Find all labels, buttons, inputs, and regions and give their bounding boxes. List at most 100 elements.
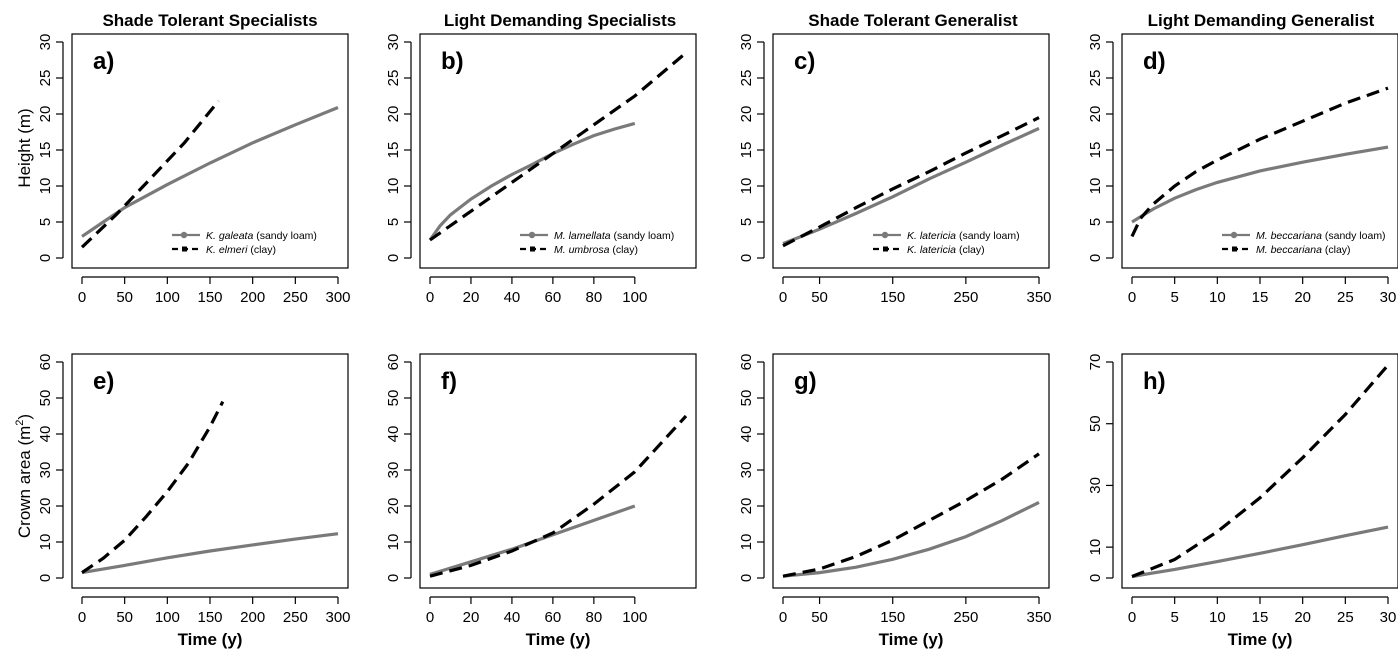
x-tick-label: 350 xyxy=(1026,609,1051,626)
legend-marker-clay xyxy=(182,246,187,252)
y-tick-label: 10 xyxy=(738,178,755,195)
y-tick-label: 10 xyxy=(37,534,54,551)
series-line-clay xyxy=(429,414,688,578)
legend-entry-label: K. latericia (sandy loam) xyxy=(907,230,1020,242)
x-tick-label: 20 xyxy=(1294,609,1311,626)
y-tick-label: 0 xyxy=(37,574,54,582)
x-axis: 0 50 150 250 350 xyxy=(779,596,1052,626)
x-axis: 0 20 40 60 80 100 xyxy=(426,596,647,626)
panel-d: 0 5 10 15 20 25 30 0 5 10 15 20 25 30 d) M. beccariana … xyxy=(1087,33,1398,306)
x-tick-label: 0 xyxy=(426,609,434,626)
y-axis: 0 5 10 15 20 25 30 xyxy=(1087,34,1114,262)
y-axis: 0 10 20 30 40 50 60 xyxy=(385,354,412,582)
legend-species-name: M. beccariana xyxy=(1256,230,1322,242)
y-tick-label: 0 xyxy=(385,254,402,262)
y-tick-label: 25 xyxy=(385,70,402,87)
x-tick-label: 0 xyxy=(78,609,86,626)
y-tick-label: 10 xyxy=(1087,178,1104,195)
x-tick-label: 250 xyxy=(953,609,978,626)
x-tick-label: 0 xyxy=(779,289,787,306)
legend: M. lamellata (sandy loam)M. umbrosa (cla… xyxy=(520,230,674,256)
y-tick-label: 50 xyxy=(738,390,755,407)
plot-frame xyxy=(1121,353,1398,589)
series-line-sandy-loam xyxy=(429,504,636,576)
series-line-sandy-loam xyxy=(81,106,339,238)
x-tick-label: 80 xyxy=(585,609,602,626)
x-tick-label: 50 xyxy=(116,609,133,626)
series-line-sandy-loam xyxy=(782,500,1040,578)
legend: K. galeata (sandy loam) K. elmeri (clay) xyxy=(172,230,317,256)
y-tick-label: 50 xyxy=(1087,415,1104,432)
series-line-sandy-loam xyxy=(782,126,1040,246)
row1-ylabel: Height (m) xyxy=(15,108,34,187)
plot-frame xyxy=(419,33,697,269)
y-tick-label: 60 xyxy=(385,354,402,371)
y-tick-label: 40 xyxy=(37,426,54,443)
x-tick-label: 250 xyxy=(283,609,308,626)
legend-soil-type: (sandy loam) xyxy=(956,230,1020,242)
x-tick-label: 150 xyxy=(880,609,905,626)
y-tick-label: 15 xyxy=(385,142,402,159)
y-tick-label: 40 xyxy=(738,426,755,443)
legend-marker-sandy-loam xyxy=(180,231,188,239)
y-tick-label: 10 xyxy=(738,534,755,551)
series-line-sandy-loam xyxy=(1131,145,1389,224)
x-tick-label: 300 xyxy=(325,609,350,626)
column-title-1: Shade Tolerant Specialists xyxy=(102,11,317,30)
y-tick-label: 25 xyxy=(1087,70,1104,87)
x-tick-label: 60 xyxy=(545,609,562,626)
y-tick-label: 5 xyxy=(1087,218,1104,226)
legend-soil-type: (clay) xyxy=(609,244,638,256)
x-tick-label: 30 xyxy=(1380,289,1397,306)
panel-g: 0 50 150 250 350 0 10 20 30 40 50 60 g) Time (y) xyxy=(738,353,1052,649)
y-tick-label: 5 xyxy=(738,218,755,226)
x-axis: 0 20 40 60 80 100 xyxy=(426,276,647,306)
x-tick-label: 300 xyxy=(325,289,350,306)
y-tick-label: 30 xyxy=(738,462,755,479)
x-tick-label: 200 xyxy=(240,609,265,626)
x-tick-label: 150 xyxy=(197,609,222,626)
legend-marker-sandy-loam xyxy=(1230,231,1238,239)
y-tick-label: 60 xyxy=(738,354,755,371)
x-tick-label: 20 xyxy=(463,289,480,306)
x-tick-label: 25 xyxy=(1337,289,1354,306)
x-tick-label: 25 xyxy=(1337,609,1354,626)
x-tick-label: 0 xyxy=(1128,609,1136,626)
y-tick-label: 10 xyxy=(1087,539,1104,556)
x-axis: 0 50 150 250 350 xyxy=(779,276,1052,306)
legend: M. beccariana (sandy loam)M. beccariana … xyxy=(1222,230,1386,256)
series-line-sandy-loam xyxy=(81,532,339,575)
y-tick-label: 5 xyxy=(37,218,54,226)
column-title-3: Shade Tolerant Generalist xyxy=(808,11,1018,30)
x-axis-label: Time (y) xyxy=(526,630,591,649)
legend: K. latericia (sandy loam)K. latericia (c… xyxy=(873,230,1020,256)
row2-ylabel-main: Crown area (m xyxy=(15,426,34,538)
panel-label: f) xyxy=(441,368,457,395)
y-tick-label: 0 xyxy=(385,574,402,582)
series-line-clay xyxy=(81,400,225,574)
x-tick-label: 150 xyxy=(880,289,905,306)
legend-soil-type: (sandy loam) xyxy=(611,230,675,242)
legend-soil-type: (sandy loam) xyxy=(253,230,317,242)
plot-frame xyxy=(772,33,1050,269)
x-axis: 0 50 100 150 200 250 300 xyxy=(78,276,351,306)
series-line-sandy-loam xyxy=(428,121,636,241)
series-line-clay xyxy=(782,452,1040,578)
y-tick-label: 50 xyxy=(385,390,402,407)
row2-ylabel-superscript: 2 xyxy=(14,420,26,426)
y-tick-label: 20 xyxy=(1087,106,1104,123)
y-axis: 0 10 20 30 40 50 60 xyxy=(37,354,64,582)
legend-soil-type: (clay) xyxy=(247,244,276,256)
legend-species-name: K. latericia xyxy=(907,244,956,256)
series-line-clay xyxy=(80,99,220,249)
panel-a: 0 50 100 150 200 250 300 0 5 10 15 20 25 30 a) K. galea… xyxy=(37,33,351,306)
y-tick-label: 25 xyxy=(37,70,54,87)
panel-c: 0 50 150 250 350 0 5 10 15 20 25 30 c) K. latericia (… xyxy=(738,33,1052,306)
series-line-clay xyxy=(1131,364,1390,578)
y-axis: 0 10 30 50 70 xyxy=(1087,354,1114,582)
legend-entry-label: M. umbrosa (clay) xyxy=(554,244,638,256)
legend-soil-type: (clay) xyxy=(1322,244,1351,256)
y-axis: 0 5 10 15 20 25 30 xyxy=(37,34,64,262)
x-axis-label: Time (y) xyxy=(178,630,243,649)
